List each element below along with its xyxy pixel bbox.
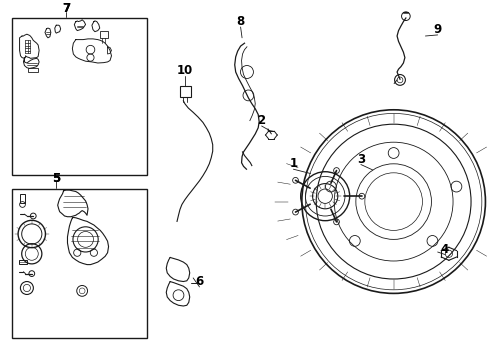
Bar: [12, 189, 146, 338]
Text: 2: 2: [257, 114, 265, 127]
Bar: [100, 31, 107, 38]
Text: 10: 10: [176, 64, 193, 77]
Text: 5: 5: [52, 172, 60, 185]
Bar: [28, 68, 38, 72]
Bar: [180, 86, 190, 97]
Bar: [12, 18, 146, 175]
Text: 9: 9: [433, 23, 441, 36]
Bar: [20, 194, 25, 203]
Text: 4: 4: [440, 243, 448, 256]
Text: 6: 6: [195, 275, 203, 288]
Text: 3: 3: [356, 153, 364, 166]
Bar: [19, 260, 27, 264]
Text: 5: 5: [52, 172, 60, 185]
Text: 8: 8: [236, 15, 244, 28]
Text: 1: 1: [289, 157, 297, 170]
Text: 7: 7: [62, 3, 70, 15]
Text: 7: 7: [62, 3, 70, 15]
